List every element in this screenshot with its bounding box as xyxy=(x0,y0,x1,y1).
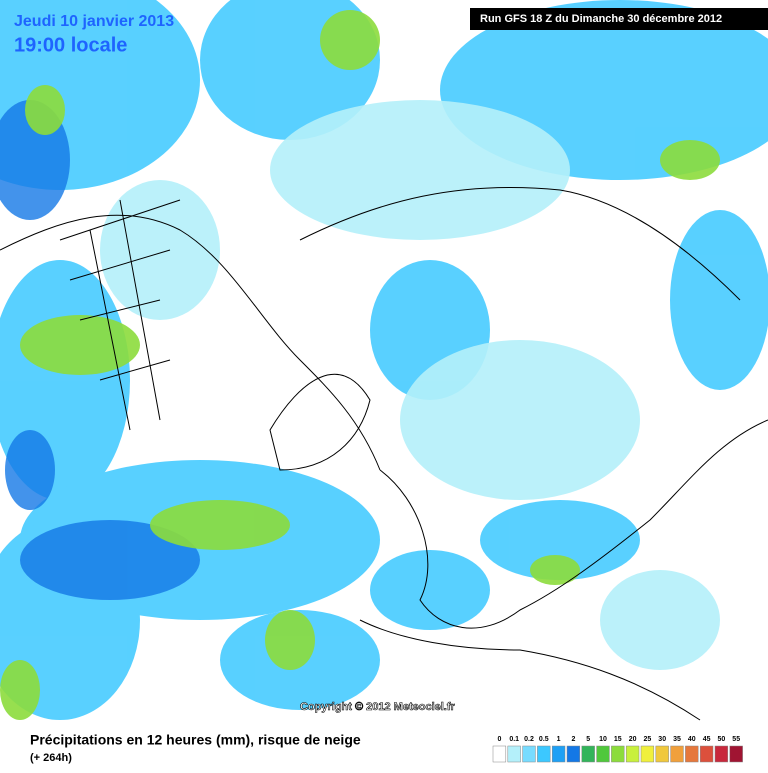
footer xyxy=(0,728,768,768)
legend-label: 0.5 xyxy=(539,736,549,743)
legend-swatch xyxy=(581,745,595,763)
run-info: Run GFS 18 Z du Dimanche 30 décembre 201… xyxy=(480,13,722,25)
legend-swatch xyxy=(670,745,684,763)
time: 19:00 locale xyxy=(14,34,127,56)
legend-swatch xyxy=(507,745,521,763)
legend-label: 2 xyxy=(571,736,575,743)
legend-swatch xyxy=(625,745,640,763)
legend-label: 20 xyxy=(629,736,637,743)
legend-label: 35 xyxy=(673,736,681,743)
legend-label: 40 xyxy=(688,736,696,743)
footer-subtitle: (+ 264h) xyxy=(30,752,72,764)
legend-label: 0 xyxy=(497,736,501,743)
legend-swatch xyxy=(655,745,669,763)
legend-label: 50 xyxy=(718,736,726,743)
legend-label: 55 xyxy=(732,736,740,743)
legend-label: 15 xyxy=(614,736,622,743)
legend-swatch xyxy=(699,745,714,763)
legend-swatch xyxy=(640,745,655,763)
legend-swatch xyxy=(611,745,625,763)
legend-swatch xyxy=(714,745,729,763)
legend-label: 30 xyxy=(658,736,666,743)
legend-label: 1 xyxy=(557,736,561,743)
date: Jeudi 10 janvier 2013 xyxy=(14,13,174,30)
legend-label: 0.1 xyxy=(509,736,519,743)
legend-swatch xyxy=(551,745,566,763)
copyright: Copyright © 2012 Meteociel.fr xyxy=(300,701,456,713)
legend-label: 10 xyxy=(599,736,607,743)
legend-swatch xyxy=(522,745,536,763)
map xyxy=(0,0,768,721)
legend: 0 0.1 0.2 0.5 1 2 5 10 15 20 25 30 35 40 45 50 55 xyxy=(492,736,743,763)
legend-label: 25 xyxy=(644,736,652,743)
legend-swatch xyxy=(685,745,699,763)
legend-label: 45 xyxy=(703,736,711,743)
legend-swatch xyxy=(729,745,743,763)
legend-label: 5 xyxy=(586,736,590,743)
footer-title: Précipitations en 12 heures (mm), risque… xyxy=(30,732,361,748)
legend-swatch xyxy=(492,745,507,763)
legend-label: 0.2 xyxy=(524,736,534,743)
legend-swatch xyxy=(596,745,610,763)
legend-swatch xyxy=(566,745,581,763)
legend-swatch xyxy=(537,745,551,763)
